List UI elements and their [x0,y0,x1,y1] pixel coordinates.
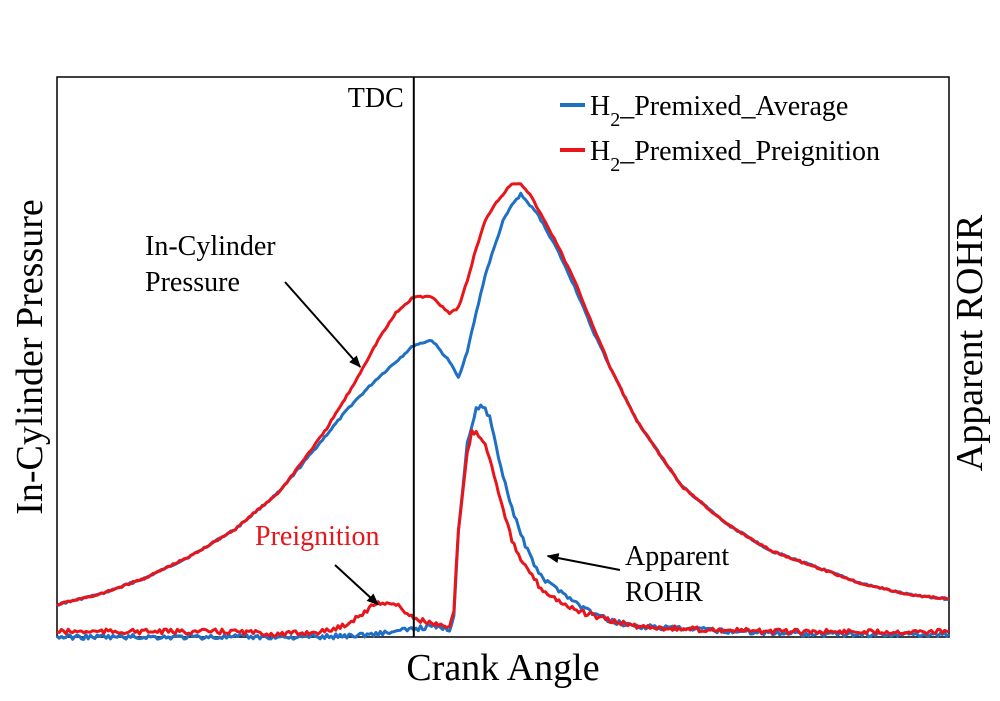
annotation-incylinder: In-Cylinder Pressure [145,231,276,298]
series-line-pressure-preignition [56,182,950,607]
y-axis-title-left: In-Cylinder Pressure [9,199,51,515]
legend-label-1: H2_Premixed_Average [590,91,848,131]
legend-label-2: H2_Premixed_Preignition [590,136,880,176]
tdc-label: TDC [348,83,404,114]
series-layer [56,182,950,641]
x-axis-title: Crank Angle [406,647,599,689]
y-axis-title-right: Apparent ROHR [949,214,991,471]
series-line-rohr-average [56,403,950,641]
annotation-arrow-1 [284,281,362,368]
plot-frame [56,76,950,638]
annotation-arrow-2 [334,564,379,606]
annotation-apparent: Apparent ROHR [625,541,729,608]
legend: H2_Premixed_Average H2_Premixed_Preigniti… [560,91,880,176]
annotations: In-Cylinder Pressure Preignition Apparent RO… [145,231,729,608]
annotation-arrow-3 [546,553,621,571]
annotation-preignition: Preignition [255,521,379,552]
series-line-rohr-preignition [56,428,950,638]
